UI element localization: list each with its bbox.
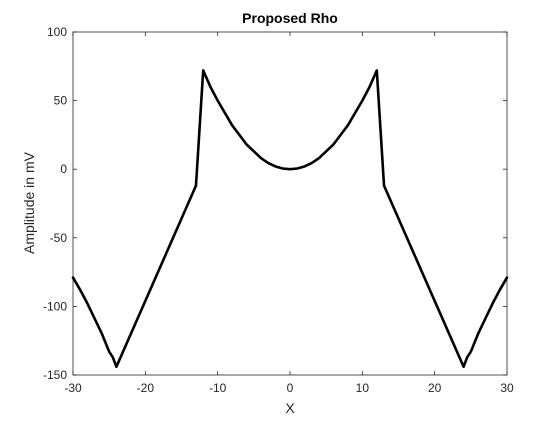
y-tick-label: 0	[60, 162, 67, 176]
chart-title: Proposed Rho	[242, 10, 338, 26]
y-tick-label: -100	[43, 299, 67, 313]
x-axis-label: X	[285, 400, 295, 416]
y-axis-label: Amplitude in mV	[21, 151, 37, 254]
plot-box	[72, 31, 508, 376]
x-tick-label: -10	[209, 381, 227, 395]
x-tick-label: 10	[356, 381, 370, 395]
x-tick-label: 20	[428, 381, 442, 395]
x-tick-label: 0	[287, 381, 294, 395]
series-line	[71, 69, 509, 369]
y-tick-label: -150	[43, 368, 67, 382]
x-tick-label: 30	[500, 381, 514, 395]
y-tick-label: 50	[54, 94, 68, 108]
x-tick-label: -30	[64, 381, 82, 395]
y-tick-label: -50	[50, 231, 68, 245]
x-tick-label: -20	[137, 381, 155, 395]
y-tick-label: 100	[47, 25, 67, 39]
